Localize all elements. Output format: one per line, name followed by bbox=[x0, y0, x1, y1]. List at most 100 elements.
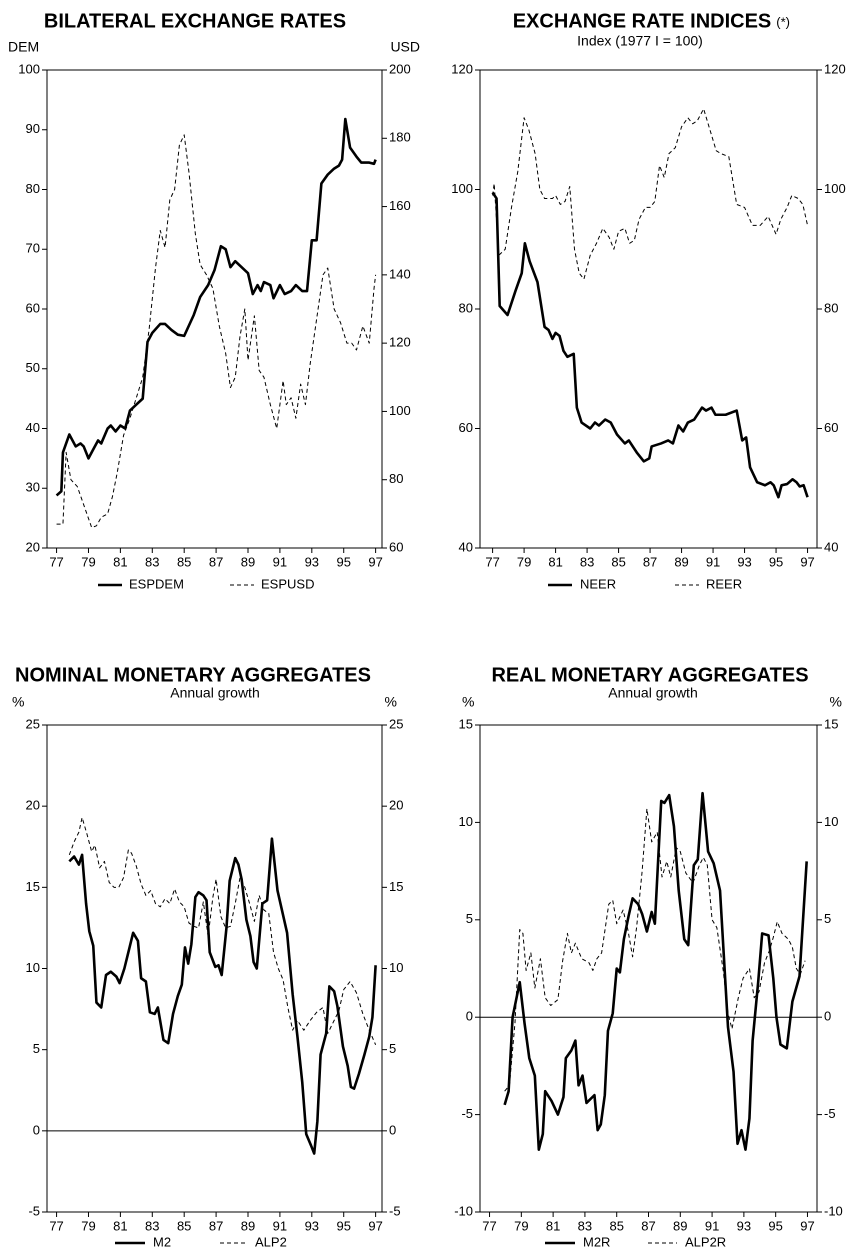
x-tick-label: 79 bbox=[81, 554, 95, 569]
series-line bbox=[504, 808, 806, 1092]
chart-subtitle: Annual growth bbox=[170, 685, 260, 701]
y2-tick-label: 200 bbox=[389, 61, 411, 76]
series-line bbox=[492, 108, 809, 280]
x-tick-label: 97 bbox=[368, 554, 382, 569]
y2-tick-label: -10 bbox=[824, 1203, 843, 1218]
y-tick-label: 40 bbox=[26, 420, 40, 435]
y-tick-label: -10 bbox=[454, 1203, 473, 1218]
x-tick-label: 79 bbox=[81, 1218, 95, 1233]
x-tick-label: 97 bbox=[368, 1218, 382, 1233]
x-tick-label: 77 bbox=[482, 1218, 496, 1233]
y2-tick-label: 15 bbox=[389, 879, 403, 894]
y2-tick-label: 160 bbox=[389, 198, 411, 213]
series-line bbox=[55, 117, 377, 497]
x-tick-label: 85 bbox=[177, 554, 191, 569]
x-tick-label: 89 bbox=[673, 1218, 687, 1233]
title-note: (*) bbox=[776, 14, 790, 29]
x-tick-label: 81 bbox=[113, 1218, 127, 1233]
y-tick-label: 100 bbox=[451, 181, 473, 196]
y2-tick-label: 20 bbox=[389, 798, 403, 813]
x-tick-label: 85 bbox=[609, 1218, 623, 1233]
y2-tick-label: 25 bbox=[389, 716, 403, 731]
y-tick-label: 100 bbox=[18, 61, 40, 76]
y-tick-label: 20 bbox=[26, 798, 40, 813]
x-tick-label: 87 bbox=[209, 554, 223, 569]
y-tick-label: 60 bbox=[26, 300, 40, 315]
y2-tick-label: 0 bbox=[824, 1009, 831, 1024]
legend-label: ESPUSD bbox=[261, 576, 314, 591]
y2-tick-label: 15 bbox=[824, 716, 838, 731]
y-tick-label: 15 bbox=[459, 716, 473, 731]
legend-label: ESPDEM bbox=[129, 576, 184, 591]
y2-tick-label: 60 bbox=[824, 420, 838, 435]
y-tick-label: 90 bbox=[26, 121, 40, 136]
y2-tick-label: 0 bbox=[389, 1122, 396, 1137]
y-tick-label: 10 bbox=[26, 960, 40, 975]
chart-title: EXCHANGE RATE INDICES bbox=[513, 10, 772, 32]
y-axis-label: % bbox=[462, 694, 474, 710]
y2-tick-label: 80 bbox=[389, 471, 403, 486]
y2-axis-label: USD bbox=[390, 39, 420, 55]
x-tick-label: 91 bbox=[706, 554, 720, 569]
y2-axis-label: % bbox=[830, 694, 842, 710]
x-tick-label: 83 bbox=[580, 554, 594, 569]
chart-title: NOMINAL MONETARY AGGREGATES bbox=[15, 664, 371, 686]
chart-title: BILATERAL EXCHANGE RATES bbox=[44, 10, 346, 32]
legend-label: NEER bbox=[580, 576, 616, 591]
legend-label: REER bbox=[706, 576, 742, 591]
x-tick-label: 83 bbox=[145, 554, 159, 569]
y-axis-label: DEM bbox=[8, 39, 39, 55]
legend-label: M2 bbox=[153, 1234, 171, 1249]
y-tick-label: 25 bbox=[26, 716, 40, 731]
x-tick-label: 91 bbox=[273, 1218, 287, 1233]
x-tick-label: 93 bbox=[305, 1218, 319, 1233]
series-line bbox=[68, 817, 377, 1046]
series-line bbox=[68, 837, 377, 1155]
x-tick-label: 89 bbox=[241, 554, 255, 569]
y-tick-label: 0 bbox=[33, 1122, 40, 1137]
y-tick-label: 15 bbox=[26, 879, 40, 894]
series-line bbox=[503, 791, 808, 1151]
x-tick-label: 87 bbox=[209, 1218, 223, 1233]
x-tick-label: 81 bbox=[548, 554, 562, 569]
y-tick-label: 5 bbox=[33, 1041, 40, 1056]
chart-subtitle: Index (1977 I = 100) bbox=[577, 33, 703, 49]
y2-tick-label: 5 bbox=[824, 911, 831, 926]
x-tick-label: 83 bbox=[578, 1218, 592, 1233]
y2-tick-label: 100 bbox=[389, 403, 411, 418]
x-tick-label: 95 bbox=[336, 554, 350, 569]
x-tick-label: 91 bbox=[705, 1218, 719, 1233]
y2-tick-label: 180 bbox=[389, 130, 411, 145]
y-tick-label: 70 bbox=[26, 241, 40, 256]
y-tick-label: 80 bbox=[459, 300, 473, 315]
x-tick-label: 87 bbox=[643, 554, 657, 569]
y2-tick-label: 120 bbox=[389, 335, 411, 350]
chart-title: REAL MONETARY AGGREGATES bbox=[491, 664, 808, 686]
x-tick-label: 93 bbox=[305, 554, 319, 569]
y-axis-label: % bbox=[12, 694, 24, 710]
plot-frame bbox=[479, 69, 818, 549]
x-tick-label: 85 bbox=[611, 554, 625, 569]
y2-axis-label: % bbox=[385, 694, 397, 710]
x-tick-label: 97 bbox=[800, 1218, 814, 1233]
x-tick-label: 77 bbox=[49, 554, 63, 569]
y-tick-label: 30 bbox=[26, 480, 40, 495]
y2-tick-label: 10 bbox=[389, 960, 403, 975]
series-line bbox=[56, 134, 377, 529]
x-tick-label: 77 bbox=[485, 554, 499, 569]
x-tick-label: 97 bbox=[800, 554, 814, 569]
series-line bbox=[491, 191, 809, 499]
y2-tick-label: 140 bbox=[389, 266, 411, 281]
y2-tick-label: 120 bbox=[824, 61, 846, 76]
x-tick-label: 83 bbox=[145, 1218, 159, 1233]
x-tick-label: 79 bbox=[514, 1218, 528, 1233]
y-tick-label: -5 bbox=[28, 1203, 40, 1218]
x-tick-label: 77 bbox=[49, 1218, 63, 1233]
legend-label: ALP2R bbox=[685, 1234, 726, 1249]
x-tick-label: 95 bbox=[768, 1218, 782, 1233]
x-tick-label: 87 bbox=[641, 1218, 655, 1233]
x-tick-label: 89 bbox=[674, 554, 688, 569]
x-tick-label: 89 bbox=[241, 1218, 255, 1233]
x-tick-label: 93 bbox=[737, 1218, 751, 1233]
